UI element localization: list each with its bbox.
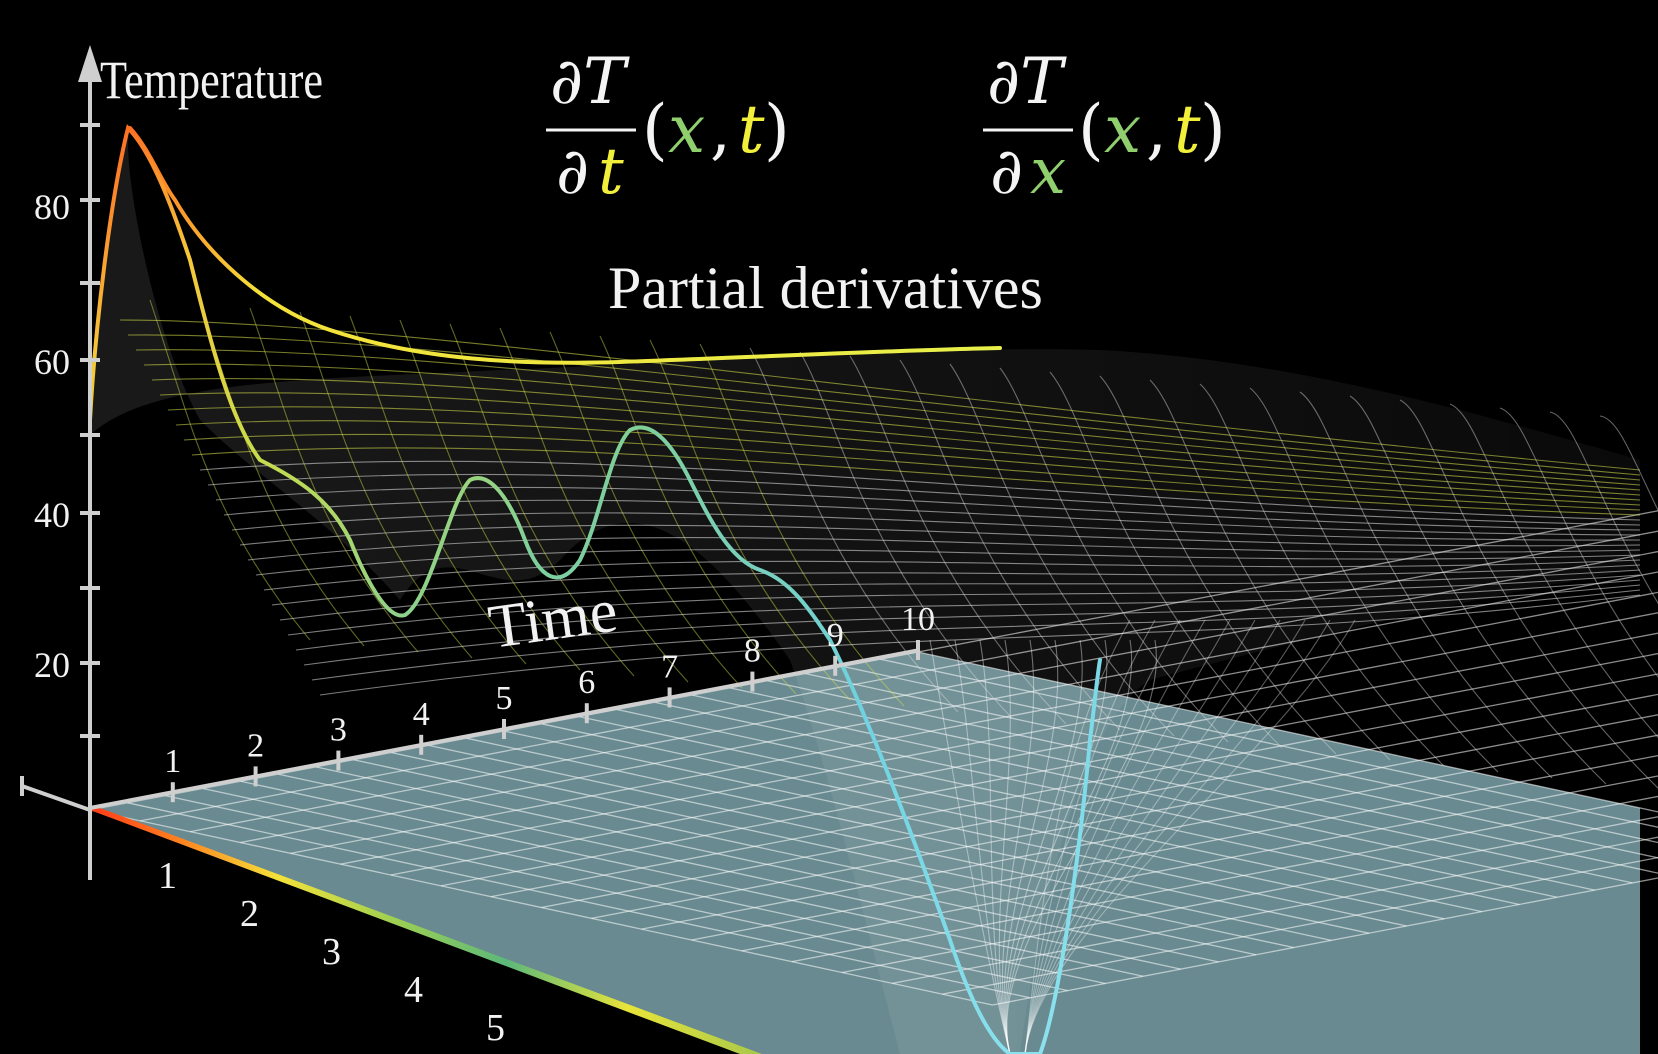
x-tick-labels: 1 2 3 4 5	[158, 855, 505, 1049]
time-tick-label: 1	[164, 743, 181, 780]
x-tick-label: 2	[240, 893, 259, 935]
temperature-axis-label: Temperature	[100, 50, 323, 110]
initial-profile-curve-front	[88, 124, 1102, 1054]
temperature-tick-label: 60	[34, 342, 70, 382]
formula-t-x: x	[668, 91, 705, 168]
time-tick-label: 6	[578, 664, 595, 701]
temperature-tick-label: 40	[34, 495, 70, 535]
formula-t-t: t	[738, 91, 765, 168]
x-tick-label: 4	[404, 969, 423, 1011]
formula-t-denominator-d: ∂	[556, 135, 589, 209]
x-tick-label: 3	[322, 931, 341, 973]
x-tick-label: 5	[486, 1007, 505, 1049]
partial-x-formula: ∂T ∂ x ( x , t )	[983, 45, 1226, 209]
formula-t-open-paren: (	[642, 91, 668, 168]
time-tick-label: 10	[901, 601, 935, 638]
temperature-surface-mesh	[119, 299, 1658, 1054]
x-tick-label: 1	[158, 855, 177, 897]
initial-profile-curve-back	[128, 126, 1002, 365]
formula-t-comma: ,	[710, 91, 731, 168]
formula-t-numerator: ∂T	[550, 45, 630, 119]
time-tick-label: 2	[247, 727, 264, 764]
temperature-surface-fill	[90, 130, 1640, 1054]
formula-t-close-paren: )	[764, 91, 790, 168]
partial-t-formula: ∂T ∂ t ( x , t )	[546, 45, 790, 209]
formula-t-denominator-var: t	[598, 135, 624, 209]
heated-rod	[90, 808, 762, 1054]
temperature-axis-arrow-icon	[78, 45, 102, 82]
formula-x-t: t	[1174, 91, 1201, 168]
time-tick-label: 9	[827, 617, 844, 654]
formula-x-numerator: ∂T	[987, 45, 1067, 119]
time-tick-labels: 1 2 3 4 5 6 7 8 9 10	[164, 601, 935, 780]
time-tick-label: 4	[413, 696, 430, 733]
formula-x-comma: ,	[1146, 91, 1167, 168]
time-axis-label: Time	[484, 577, 621, 662]
time-axis-ticks	[170, 640, 920, 803]
temperature-tick-labels: 20 40 60 80	[34, 187, 70, 685]
temperature-tick-label: 80	[34, 187, 70, 227]
time-tick-label: 3	[330, 712, 347, 749]
formula-x-open-paren: (	[1078, 91, 1104, 168]
formula-x-denominator-d: ∂	[990, 135, 1023, 209]
page-title: Partial derivatives	[608, 255, 1043, 321]
temperature-tick-label: 20	[34, 645, 70, 685]
formula-x-close-paren: )	[1200, 91, 1226, 168]
temperature-axis	[20, 75, 92, 880]
time-tick-label: 8	[744, 633, 761, 670]
formula-x-x: x	[1104, 91, 1141, 168]
temperature-axis-ticks	[80, 123, 100, 738]
time-tick-label: 5	[496, 680, 513, 717]
formula-x-denominator-var: x	[1030, 135, 1066, 209]
time-tick-label: 7	[661, 648, 678, 685]
